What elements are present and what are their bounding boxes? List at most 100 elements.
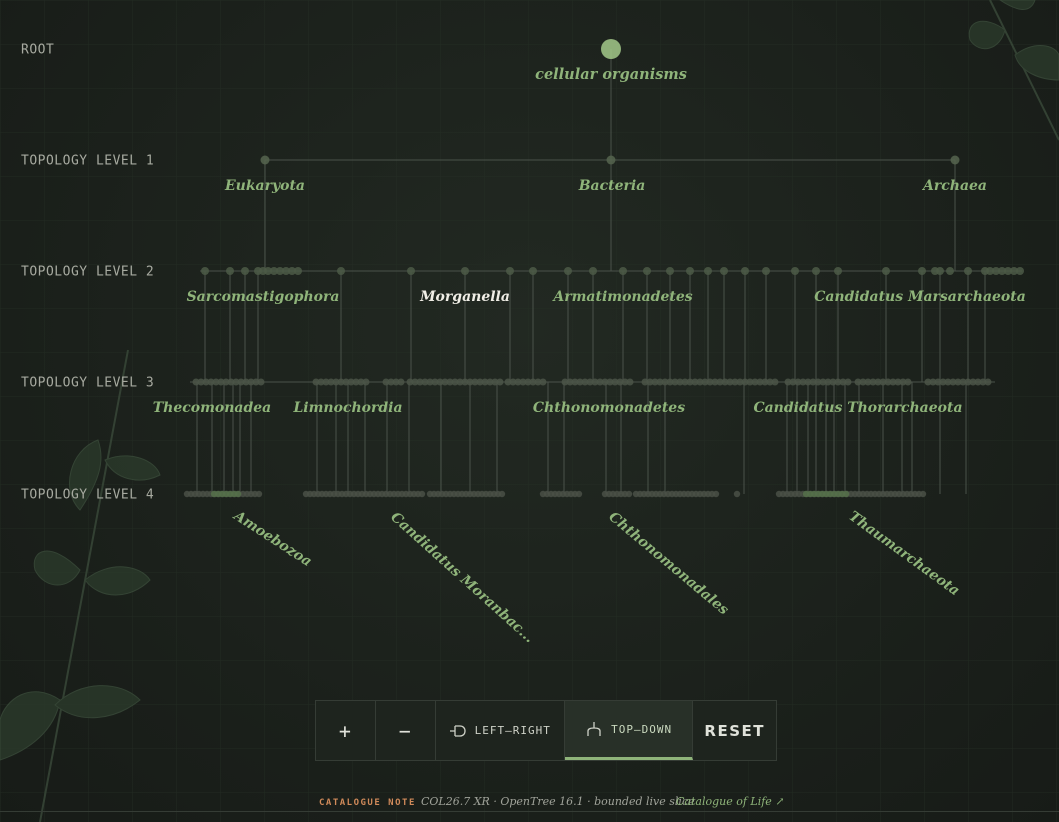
node-dot [619,267,627,275]
node-dot [506,267,514,275]
node-dot [234,490,242,498]
node-dot [534,378,542,386]
node-dot [939,378,947,386]
node-dot [829,378,837,386]
node-dot [212,378,220,386]
node-dot [666,267,674,275]
node-dot [812,267,820,275]
node-dot [859,378,867,386]
node-dot [720,267,728,275]
node-dot [934,378,942,386]
node-dot [944,378,952,386]
node-dot [964,378,972,386]
top-down-button[interactable]: TOP–DOWN [564,701,694,760]
node-dot [347,378,355,386]
toolbar: + − LEFT–RIGHT TOP–DOWN RESET [315,700,777,761]
node-label: Eukaryota [224,178,305,194]
node-dot [257,378,265,386]
node-dot [969,378,977,386]
node-dot [227,378,235,386]
node-dot [232,378,240,386]
node-dot [842,490,850,498]
node-dot [671,378,679,386]
node-dot [491,378,499,386]
node-dot [255,490,263,498]
node-label: Armatimonadetes [551,289,692,305]
node-dot [566,378,574,386]
node-dot [946,267,954,275]
node-dot [771,378,779,386]
left-right-button[interactable]: LEFT–RIGHT [436,701,565,760]
node-dot [784,378,792,386]
node-dot [711,378,719,386]
node-dot [426,378,434,386]
top-down-icon [587,722,601,736]
node-dot [656,378,664,386]
node-dot [387,378,395,386]
node-dot [207,378,215,386]
node-dot [889,378,897,386]
node-dot [661,378,669,386]
node-dot [529,378,537,386]
node-dot [766,378,774,386]
node-dot [736,378,744,386]
node-dot [998,267,1006,275]
node-dot [586,378,594,386]
node-dot [575,490,583,498]
node-dot [197,378,205,386]
node-dot [741,267,749,275]
node-dot [397,378,405,386]
node-dot [471,378,479,386]
level-label: ROOT [21,43,54,58]
node-dot [392,378,400,386]
node-dot [416,378,424,386]
node-dot [894,378,902,386]
node-label: Candidatus Marsarchaeota [814,289,1026,305]
node-label: cellular organisms [535,66,687,83]
node-dot [576,378,584,386]
node-dot [899,378,907,386]
node-dot [919,490,927,498]
node-label: Bacteria [578,178,646,194]
node-dot [954,378,962,386]
node-dot [839,378,847,386]
node-dot [701,378,709,386]
node-dot [581,378,589,386]
node-dot [461,378,469,386]
top-down-label: TOP–DOWN [611,722,673,736]
node-dot [804,378,812,386]
node-dot [312,378,320,386]
node-label: Archaea [921,178,987,194]
reset-button[interactable]: RESET [704,721,765,740]
node-dot [421,378,429,386]
node-dot [486,378,494,386]
node-dot [834,378,842,386]
node-dot [696,378,704,386]
node-dot [342,378,350,386]
node-dot [704,267,712,275]
node-dot [979,378,987,386]
node-dot [352,378,360,386]
node-dot [918,267,926,275]
footer: CATALOGUE NOTE COL26.7 XR · OpenTree 16.… [0,795,1059,812]
node-dot [327,378,335,386]
node-dot [362,378,370,386]
node-dot [476,378,484,386]
node-dot [242,378,250,386]
node-dot [646,378,654,386]
node-dot [834,267,842,275]
footer-link[interactable]: Catalogue of Life ↗ [676,795,785,808]
level-label: TOPOLOGY LEVEL 1 [21,154,154,169]
node-dot [794,378,802,386]
zoom-in-button[interactable]: + [316,701,376,760]
node-dot [202,378,210,386]
node-dot [691,378,699,386]
node-dot [441,378,449,386]
node-dot [222,378,230,386]
node-dot [950,155,960,165]
node-dot [241,267,249,275]
zoom-out-button[interactable]: − [376,701,436,760]
